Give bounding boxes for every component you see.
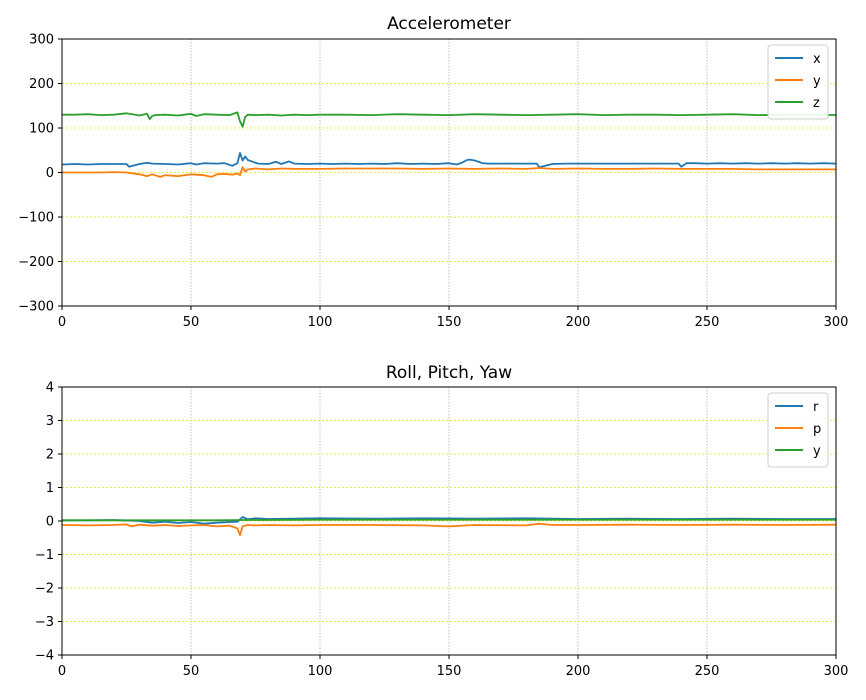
- x-tick-label: 200: [566, 664, 591, 679]
- y-tick-label: 300: [29, 33, 54, 48]
- x-tick-label: 100: [308, 664, 333, 679]
- legend-box: [767, 44, 829, 120]
- y-tick-label: 100: [29, 122, 54, 137]
- series-line-z: [62, 111, 836, 128]
- y-tick-label: 2: [46, 448, 54, 463]
- legend-label-z: z: [813, 96, 820, 111]
- chart-panel-2: 0 50 100 150 200 250 300 −4 −3 −2 −1 0 1 2 3 4 Roll, Pit…: [35, 363, 849, 679]
- y-tick-label: −1: [35, 548, 54, 563]
- y-tick-label: −200: [18, 255, 54, 270]
- series-line-x: [62, 151, 836, 169]
- legend-label-y: y: [813, 74, 821, 89]
- chart-panel-1: 0 50 100 150 200 250 300 −300 −200 −100 0 100 200 300…: [18, 14, 848, 330]
- legend: rpy: [767, 392, 829, 468]
- y-tick-label: 4: [46, 381, 54, 396]
- series-line-p: [62, 522, 836, 536]
- chart-title: Roll, Pitch, Yaw: [386, 363, 512, 383]
- x-tick-label: 250: [695, 664, 720, 679]
- series-line-y: [62, 518, 836, 522]
- y-tick-label: 200: [29, 77, 54, 92]
- x-tick-label: 250: [695, 315, 720, 330]
- x-tick-label: 150: [437, 315, 462, 330]
- x-tick-label: 0: [58, 664, 66, 679]
- y-tick-label: 3: [46, 414, 54, 429]
- legend-label-y: y: [813, 444, 821, 459]
- series-line-y: [62, 166, 836, 178]
- y-tick-label: −100: [18, 211, 54, 226]
- y-tick-label: −3: [35, 615, 54, 630]
- legend-label-p: p: [813, 422, 821, 437]
- legend: xyz: [767, 44, 829, 120]
- x-tick-label: 150: [437, 664, 462, 679]
- legend-label-x: x: [813, 52, 821, 67]
- y-tick-label: 0: [46, 166, 54, 181]
- y-tick-label: 1: [46, 481, 54, 496]
- x-tick-label: 0: [58, 315, 66, 330]
- x-tick-label: 200: [566, 315, 591, 330]
- legend-box: [767, 392, 829, 468]
- y-tick-label: −2: [35, 582, 54, 597]
- y-tick-label: −4: [35, 649, 54, 664]
- y-tick-label: −300: [18, 300, 54, 315]
- y-tick-label: 0: [46, 515, 54, 530]
- x-tick-label: 100: [308, 315, 333, 330]
- x-tick-label: 50: [183, 664, 200, 679]
- x-tick-label: 300: [824, 664, 849, 679]
- x-tick-label: 300: [824, 315, 849, 330]
- legend-label-r: r: [813, 400, 819, 415]
- chart-title: Accelerometer: [387, 14, 511, 34]
- x-tick-label: 50: [183, 315, 200, 330]
